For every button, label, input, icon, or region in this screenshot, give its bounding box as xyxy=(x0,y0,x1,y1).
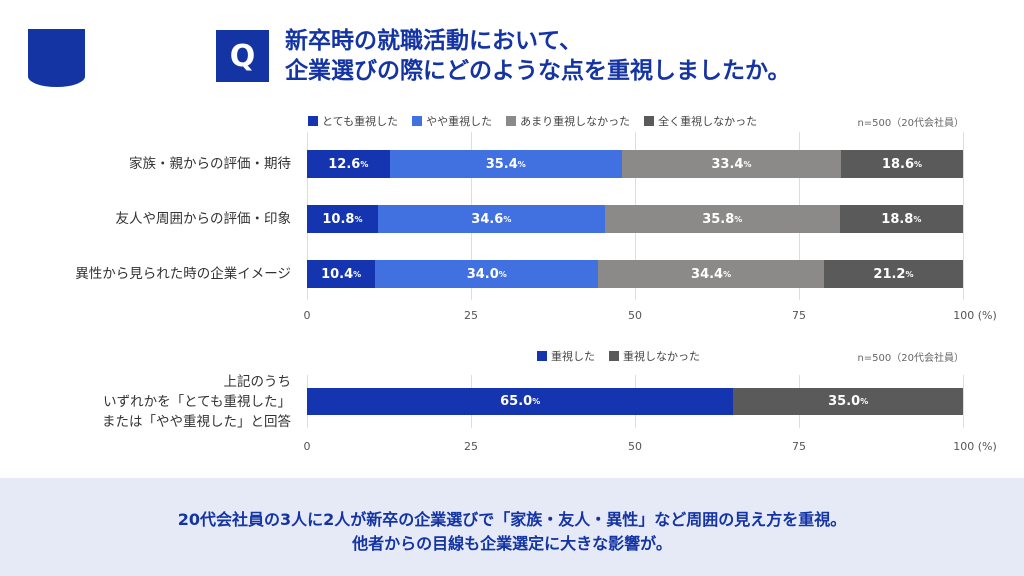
legend-swatch xyxy=(609,351,619,361)
legend-item: やや重視した xyxy=(412,113,492,129)
x-tick-label: 75 xyxy=(792,440,806,453)
data-label: 35.4 xyxy=(485,156,518,172)
category-label: 異性から見られた時の企業イメージ xyxy=(75,266,291,282)
x-tick-label: 100 (%) xyxy=(953,309,997,322)
bar-segment: 34.6% xyxy=(377,205,605,233)
legend-swatch xyxy=(506,116,517,126)
sample-note: n=500（20代会社員） xyxy=(857,118,964,129)
zeiss-logo xyxy=(28,29,85,87)
chart-legend: とても重視した やや重視した あまり重視しなかった 全く重視しなかった xyxy=(308,113,757,129)
legend-item: 全く重視しなかった xyxy=(644,113,757,129)
legend-label: 全く重視しなかった xyxy=(658,115,758,128)
legend-swatch xyxy=(308,116,318,126)
x-tick-label: 75 xyxy=(792,309,806,322)
legend-label: あまり重視しなかった xyxy=(520,115,631,128)
bar-segment: 18.6% xyxy=(840,150,963,178)
legend-label: とても重視した xyxy=(322,115,399,128)
bar-segment: 35.0% xyxy=(733,388,963,415)
x-tick-label: 25 xyxy=(464,440,478,453)
title-line-2: 企業選びの際にどのような点を重視しましたか。 xyxy=(285,58,791,84)
data-label: 35.0 xyxy=(828,394,861,409)
page-title: 新卒時の就職活動において、 企業選びの際にどのような点を重視しましたか。 xyxy=(285,26,791,86)
legend-item: 重視した xyxy=(537,348,595,364)
category-label: 上記のうち いずれかを「とても重視した」 または「やや重視した」と回答 xyxy=(102,373,291,430)
bar-segment: 12.6% xyxy=(307,150,390,178)
chart-legend: 重視した 重視しなかった xyxy=(537,348,700,364)
data-label: 21.2 xyxy=(873,266,906,282)
gridline xyxy=(963,375,964,428)
legend-label: 重視した xyxy=(551,350,595,363)
bar-segment: 18.8% xyxy=(839,205,963,233)
bar-segment: 21.2% xyxy=(823,260,963,288)
gridline xyxy=(963,132,964,300)
x-tick-label: 100 (%) xyxy=(953,440,997,453)
summary-footer: 20代会社員の3人に2人が新卒の企業選びで「家族・友人・異性」など周囲の見え方を… xyxy=(0,478,1024,576)
legend-swatch xyxy=(537,351,547,361)
data-label: 18.8 xyxy=(881,211,914,227)
bar-segment: 65.0% xyxy=(307,388,734,415)
data-label: 10.4 xyxy=(321,266,354,282)
category-label: 家族・親からの評価・期待 xyxy=(129,156,291,172)
legend-swatch xyxy=(644,116,655,126)
legend-swatch xyxy=(412,116,423,126)
legend-label: 重視しなかった xyxy=(623,350,700,363)
legend-item: あまり重視しなかった xyxy=(506,113,630,129)
x-tick-label: 0 xyxy=(303,309,311,322)
x-tick-label: 0 xyxy=(303,440,311,453)
data-label: 34.0 xyxy=(466,266,499,282)
question-badge: Q xyxy=(216,30,269,82)
data-label: 10.8 xyxy=(322,211,355,227)
title-line-1: 新卒時の就職活動において、 xyxy=(285,28,583,54)
legend-item: とても重視した xyxy=(308,113,398,129)
bar-segment: 35.4% xyxy=(389,150,622,178)
data-label: 35.8 xyxy=(702,211,735,227)
x-tick-label: 50 xyxy=(628,309,642,322)
data-label: 18.6 xyxy=(881,156,914,172)
bar-segment: 10.8% xyxy=(307,205,378,233)
category-label: 友人や周囲からの評価・印象 xyxy=(115,211,292,227)
data-label: 34.4 xyxy=(691,266,724,282)
bar-segment: 34.4% xyxy=(598,260,824,288)
data-label: 33.4 xyxy=(711,156,744,172)
data-label: 65.0 xyxy=(500,394,533,409)
bar-segment: 34.0% xyxy=(375,260,599,288)
legend-label: やや重視した xyxy=(426,115,493,128)
x-tick-label: 50 xyxy=(628,440,642,453)
legend-item: 重視しなかった xyxy=(609,348,700,364)
footer-line-1: 20代会社員の3人に2人が新卒の企業選びで「家族・友人・異性」など周囲の見え方を… xyxy=(177,510,847,529)
bar-segment: 35.8% xyxy=(604,205,840,233)
data-label: 34.6 xyxy=(471,211,504,227)
x-tick-label: 25 xyxy=(464,309,478,322)
sample-note: n=500（20代会社員） xyxy=(857,353,964,364)
data-label: 12.6 xyxy=(328,156,361,172)
bar-segment: 33.4% xyxy=(621,150,841,178)
footer-line-2: 他者からの目線も企業選定に大きな影響が。 xyxy=(352,534,672,553)
bar-segment: 10.4% xyxy=(307,260,376,288)
